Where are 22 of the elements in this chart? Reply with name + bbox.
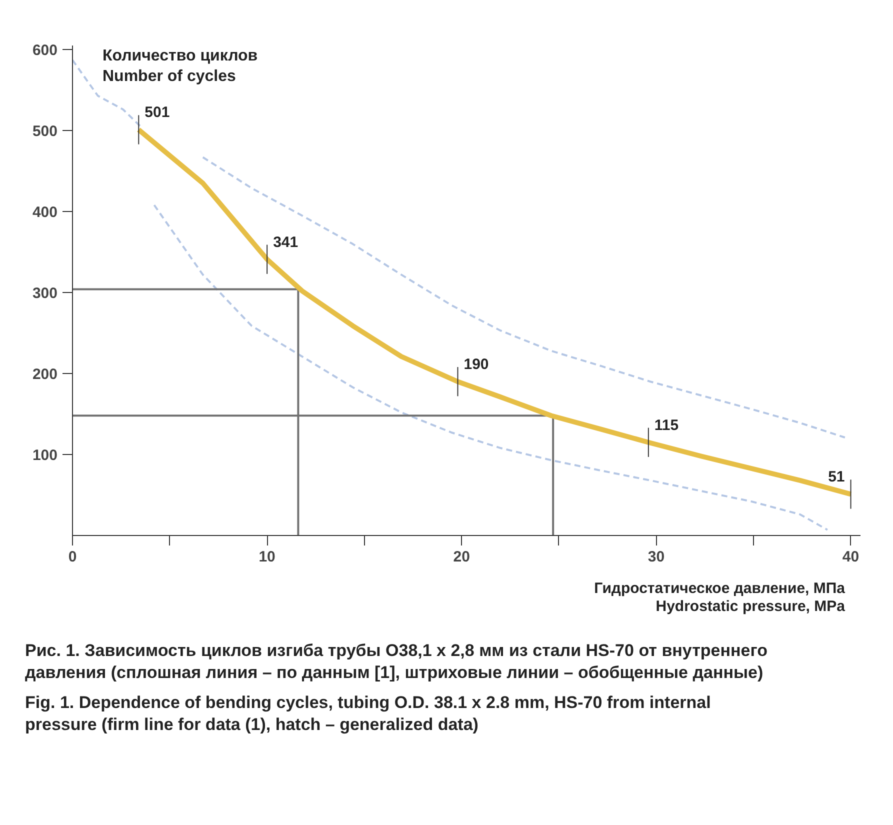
x-tick-label: 20 <box>453 548 470 566</box>
y-tick-label: 300 <box>32 285 58 302</box>
y-tick-label: 600 <box>32 42 58 60</box>
y-axis-title: Количество циклов Number of cycles <box>102 48 258 85</box>
data-label: 501 <box>144 104 170 122</box>
data-label: 341 <box>273 234 298 251</box>
x-axis-title: Гидростатическое давление, МПа Hydrostatic pressure, MPa <box>593 580 845 616</box>
data-label: 115 <box>654 416 679 434</box>
y-tick-label: 400 <box>32 204 58 222</box>
y-tick-label: 200 <box>32 366 58 384</box>
x-tick-label: 0 <box>68 548 77 566</box>
data-label: 51 <box>828 468 845 486</box>
text: Рис. 1. Зависимость циклов изгиба трубы О38,1 х 2,8 мм из стали HS-70 от внутреннего давления (сплошная линия – по данным [1], штриховые линии – обобщенные данные) <box>25 640 768 684</box>
data-label: 190 <box>464 356 489 374</box>
caption: Fig. 1. Dependence of bending cycles, tubing O.D. 38.1 x 2.8 mm, HS-70 from internal pressure (firm line for data (1), hatch – generalized data) <box>25 692 712 736</box>
line-series <box>153 204 828 531</box>
x-tick-label: 30 <box>648 548 665 566</box>
y-tick-label: 100 <box>32 447 58 464</box>
y-tick-label: 500 <box>32 123 58 140</box>
x-tick-label: 10 <box>258 548 276 566</box>
line-series <box>202 156 846 438</box>
x-tick-label: 40 <box>842 548 860 566</box>
